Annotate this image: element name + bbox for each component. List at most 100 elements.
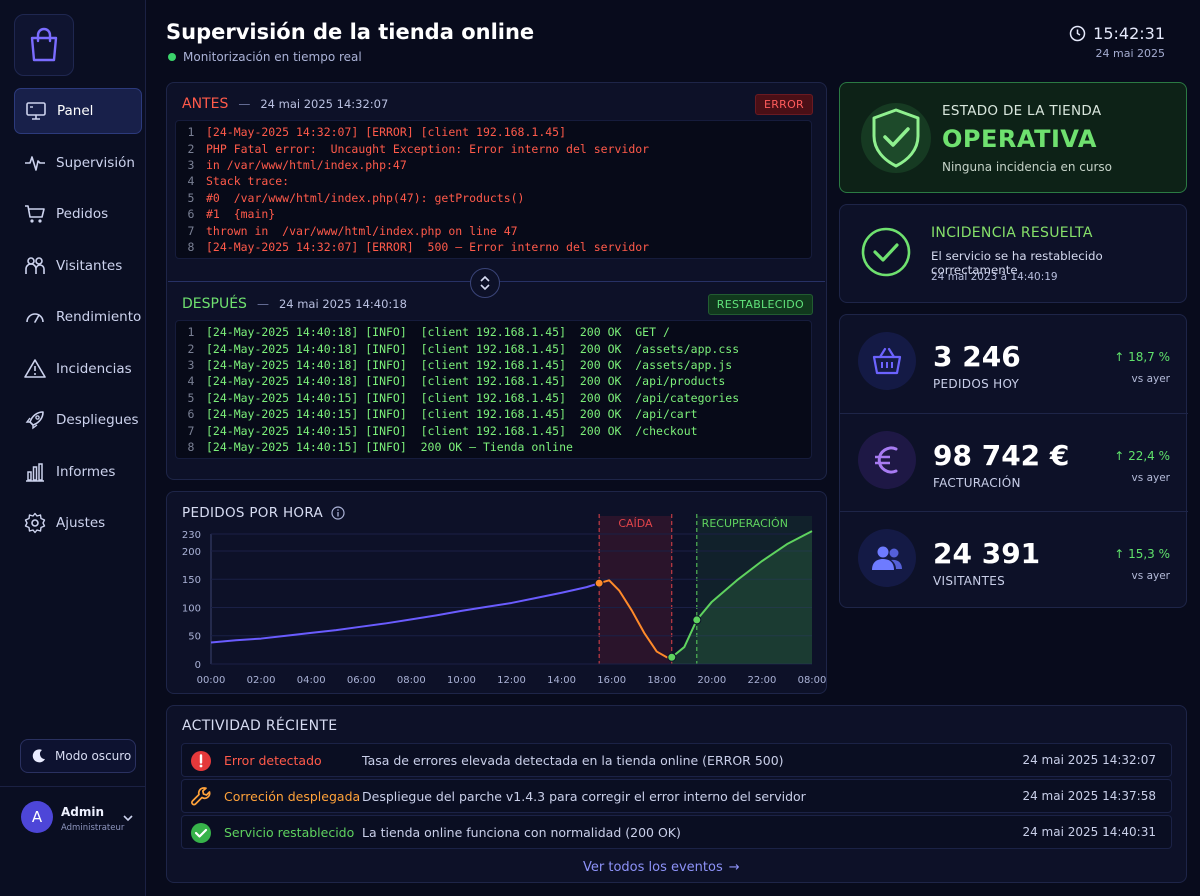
shop-logo[interactable]	[14, 14, 74, 76]
y-tick-label: 200	[182, 547, 201, 558]
log-text: [24-May-2025 14:40:15] [INFO] [client 19…	[206, 407, 698, 422]
check-circle-icon	[861, 227, 911, 277]
line-number: 5	[187, 190, 195, 205]
restored-badge: RESTABLECIDO	[707, 294, 813, 315]
annotation-band	[599, 516, 672, 664]
sidebar-item-despliegues[interactable]: Despliegues	[14, 397, 142, 443]
sidebar-item-panel[interactable]: Panel	[14, 88, 142, 134]
sidebar-item-rendimiento[interactable]: Rendimiento	[14, 294, 142, 340]
header-time: 15:42:31	[1093, 24, 1165, 43]
activity-row[interactable]: Servicio restablecido La tienda online f…	[181, 815, 1172, 849]
chart-point	[667, 652, 677, 662]
y-tick-label: 50	[188, 632, 201, 643]
log-text: [24-May-2025 14:40:18] [INFO] [client 19…	[206, 374, 726, 389]
kpi-vs: vs ayer	[1131, 373, 1170, 385]
orders-line-chart: CAÍDA RECUPERACIÓN 0 50 100 150 200 230 00:00 02:…	[182, 514, 826, 686]
error-log-line: 4 Stack trace:	[176, 173, 811, 189]
line-number: 1	[187, 325, 195, 340]
user-name: Admin	[61, 805, 105, 819]
kpi-delta: ↑ 22,4 %	[1114, 449, 1170, 463]
sidebar-item-label: Pedidos	[56, 206, 109, 222]
euro-icon	[875, 446, 898, 474]
bar-chart-icon	[26, 462, 44, 482]
log-text: [24-May-2025 14:40:15] [INFO] [client 19…	[206, 390, 740, 405]
x-tick-label: 16:00	[597, 675, 626, 686]
rocket-icon	[25, 411, 44, 430]
log-text: in /var/www/html/index.php:47	[206, 157, 407, 172]
sidebar-item-pedidos[interactable]: Pedidos	[14, 191, 142, 237]
line-number: 2	[187, 341, 195, 356]
arrow-up-icon: ↑	[1114, 547, 1129, 561]
basket-icon	[872, 347, 902, 375]
line-number: 4	[187, 174, 195, 189]
error-log-line: 3 in /var/www/html/index.php:47	[176, 157, 811, 173]
success-log-line: 7 [24-May-2025 14:40:15] [INFO] [client 1…	[176, 422, 811, 438]
x-tick-label: 14:00	[547, 675, 576, 686]
dark-mode-toggle[interactable]: Modo oscuro	[20, 739, 136, 773]
series-line-recuperacion	[671, 530, 813, 658]
kpi-revenue: 98 742 € FACTURACIÓN ↑ 22,4 % vs ayer	[840, 413, 1188, 511]
x-tick-label: 22:00	[748, 675, 777, 686]
x-tick-label: 20:00	[697, 675, 726, 686]
line-number: 6	[187, 407, 195, 422]
kpi-value: 98 742 €	[933, 439, 1070, 472]
swap-toggle-button[interactable]	[470, 268, 500, 298]
log-text: [24-May-2025 14:40:18] [INFO] [client 19…	[206, 357, 733, 372]
line-number: 2	[187, 141, 195, 156]
log-text: [24-May-2025 14:32:07] [ERROR] [client 1…	[206, 125, 567, 140]
check-circle-icon	[191, 823, 211, 843]
line-number: 4	[187, 374, 195, 389]
activity-row[interactable]: Error detectado Tasa de errores elevada …	[181, 743, 1172, 777]
shield-check-icon	[861, 103, 931, 173]
sidebar-item-ajustes[interactable]: Ajustes	[14, 500, 142, 546]
sidebar-item-incidencias[interactable]: Incidencias	[14, 346, 142, 392]
success-log-line: 4 [24-May-2025 14:40:18] [INFO] [client 1…	[176, 373, 811, 389]
info-icon[interactable]	[331, 506, 345, 520]
line-number: 8	[187, 239, 195, 254]
error-log-line: 2 PHP Fatal error: Uncaught Exception: Er…	[176, 140, 811, 156]
activity-kind: Error detectado	[224, 752, 322, 768]
sidebar-item-label: Panel	[57, 103, 94, 119]
kpi-value: 24 391	[933, 537, 1041, 570]
sidebar: Panel Supervisión Pedidos Visitantes Ren…	[0, 0, 146, 896]
user-menu[interactable]: A Admin Administrateur	[0, 786, 146, 882]
chevron-down-icon[interactable]	[122, 814, 134, 822]
sidebar-item-label: Incidencias	[56, 360, 132, 377]
kpi-delta-value: 22,4 %	[1128, 449, 1170, 463]
log-text: [24-May-2025 14:40:18] [INFO] [client 19…	[206, 325, 670, 340]
moon-icon	[32, 749, 45, 763]
kpi-vs: vs ayer	[1131, 570, 1170, 582]
store-status-label: ESTADO DE LA TIENDA	[942, 103, 1102, 119]
line-number: 1	[187, 125, 195, 140]
y-tick-label: 150	[182, 575, 201, 586]
arrow-up-icon: ↑	[1114, 350, 1129, 364]
line-number: 3	[187, 157, 195, 172]
sidebar-item-label: Ajustes	[56, 515, 106, 531]
line-number: 5	[187, 390, 195, 405]
log-text: PHP Fatal error: Uncaught Exception: Err…	[206, 141, 650, 156]
sidebar-item-label: Visitantes	[56, 257, 123, 274]
activity-desc: Despliegue del parche v1.4.3 para correg…	[362, 788, 806, 804]
activity-desc: Tasa de errores elevada detectada en la …	[362, 752, 784, 768]
user-role: Administrateur	[61, 823, 125, 833]
activity-kind: Correción desplegada	[224, 788, 361, 804]
activity-time: 24 mai 2025 14:32:07	[1022, 753, 1156, 767]
orders-chart-panel: PEDIDOS POR HORA CAÍDA RECUPERACIÓN 0 50 100…	[166, 491, 827, 694]
error-circle-icon	[191, 751, 211, 771]
x-tick-label: 02:00	[247, 675, 276, 686]
kpi-panel: 3 246 PEDIDOS HOY ↑ 18,7 % vs ayer 98 74…	[839, 314, 1188, 608]
gauge-icon	[26, 313, 44, 323]
after-log-date: 24 mai 2025 14:40:18	[278, 297, 407, 311]
series-line-caida	[598, 579, 672, 659]
line-number: 3	[187, 357, 195, 372]
see-all-events-link[interactable]: Ver todos los eventos →	[583, 860, 740, 875]
sidebar-item-visitantes[interactable]: Visitantes	[14, 243, 142, 289]
sidebar-item-informes[interactable]: Informes	[14, 449, 142, 495]
sidebar-item-supervision[interactable]: Supervisión	[14, 140, 142, 186]
log-text: #1 {main}	[206, 207, 276, 222]
activity-row[interactable]: Correción desplegada Despliegue del parc…	[181, 779, 1172, 813]
sidebar-nav: Panel Supervisión Pedidos Visitantes Ren…	[14, 88, 142, 552]
kpi-orders: 3 246 PEDIDOS HOY ↑ 18,7 % vs ayer	[840, 315, 1188, 413]
shopping-bag-icon	[30, 27, 58, 62]
activity-time: 24 mai 2025 14:40:31	[1022, 825, 1156, 839]
